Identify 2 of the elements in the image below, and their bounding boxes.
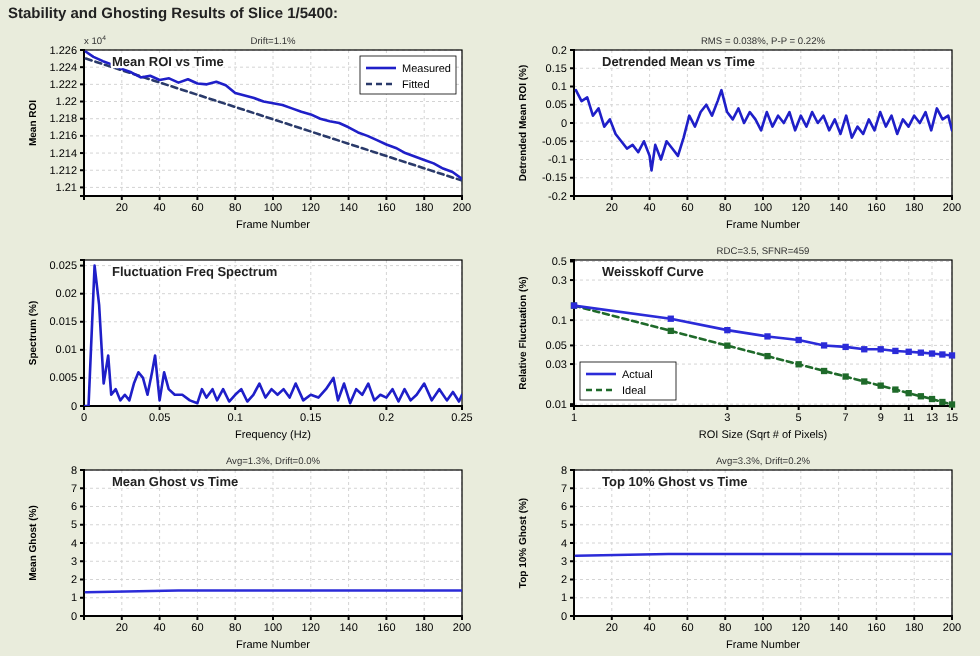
line-series xyxy=(84,264,462,406)
line-series xyxy=(574,88,952,172)
